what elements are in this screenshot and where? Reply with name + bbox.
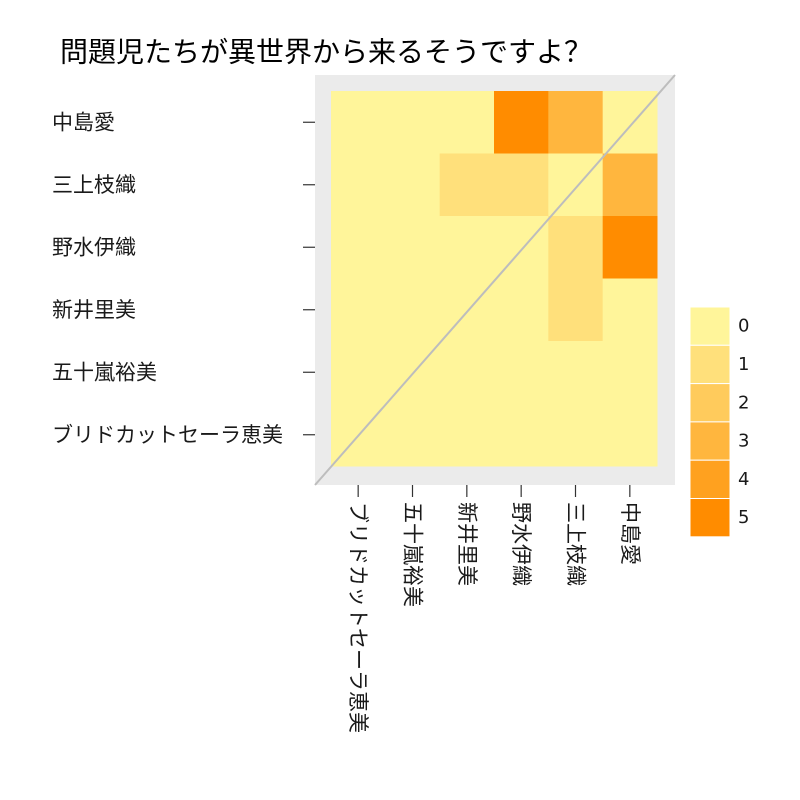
heatmap-cell bbox=[331, 153, 386, 217]
heatmap-cell bbox=[439, 216, 495, 279]
y-tick-label: 三上枝織 bbox=[52, 173, 136, 197]
heatmap-cell bbox=[602, 153, 658, 217]
heatmap-cell bbox=[494, 403, 549, 467]
color-legend: 0 1 2 3 4 5 bbox=[689, 306, 749, 538]
heatmap-cell bbox=[439, 153, 495, 217]
x-tick-label: 中島愛 bbox=[618, 502, 642, 565]
heatmap-cell bbox=[494, 153, 549, 217]
legend-key bbox=[689, 383, 731, 423]
heatmap-cell bbox=[602, 216, 658, 279]
heatmap-cell bbox=[602, 403, 658, 467]
heatmap-cell bbox=[439, 278, 495, 342]
heatmap-cell bbox=[385, 91, 441, 154]
legend-label: 0 bbox=[738, 316, 749, 337]
legend-label: 5 bbox=[738, 507, 749, 528]
x-axis: ブリドカットセーラ恵美 五十嵐裕美 新井里美 野水伊織 三上枝織 中島愛 bbox=[346, 485, 642, 733]
y-tick-label: 新井里美 bbox=[52, 298, 136, 322]
legend-label: 4 bbox=[738, 469, 749, 490]
x-tick-label: 野水伊織 bbox=[509, 502, 533, 586]
heatmap-cell bbox=[548, 153, 604, 217]
legend-label: 2 bbox=[738, 392, 749, 413]
heatmap-cell bbox=[548, 403, 604, 467]
heatmap-cell bbox=[385, 153, 441, 217]
heatmap-cell bbox=[385, 403, 441, 467]
heatmap-cell bbox=[548, 216, 604, 279]
legend-key bbox=[689, 459, 731, 500]
chart-title: 問題児たちが異世界から来るそうですよ？ bbox=[60, 36, 592, 69]
y-tick-label: 中島愛 bbox=[52, 110, 115, 134]
x-tick-label: ブリドカットセーラ恵美 bbox=[346, 502, 370, 733]
heatmap-cell bbox=[548, 91, 604, 154]
heatmap-cell bbox=[439, 91, 495, 154]
legend-key bbox=[689, 344, 731, 385]
heatmap-cell bbox=[494, 91, 549, 154]
legend-label: 3 bbox=[738, 431, 749, 452]
heatmap-cell bbox=[439, 341, 495, 404]
x-tick-label: 三上枝織 bbox=[564, 502, 588, 586]
heatmap-cell bbox=[548, 341, 604, 404]
heatmap-cell bbox=[331, 341, 386, 404]
heatmap-cell bbox=[331, 278, 386, 342]
heatmap-cell bbox=[548, 278, 604, 342]
heatmap-cell bbox=[602, 91, 658, 154]
heatmap-cell bbox=[494, 278, 549, 342]
heatmap-cell bbox=[331, 91, 386, 154]
y-tick-label: 五十嵐裕美 bbox=[52, 360, 157, 384]
legend-label: 1 bbox=[738, 354, 749, 375]
legend-key bbox=[689, 306, 731, 346]
heatmap-cell bbox=[494, 216, 549, 279]
x-tick-label: 新井里美 bbox=[455, 502, 479, 586]
legend-key bbox=[689, 421, 731, 461]
heatmap-cell bbox=[439, 403, 495, 467]
heatmap-cell bbox=[602, 341, 658, 404]
x-tick-label: 五十嵐裕美 bbox=[401, 502, 425, 607]
diagonal-reference-line bbox=[314, 74, 676, 486]
heatmap-cell bbox=[385, 278, 441, 342]
y-tick-label: 野水伊織 bbox=[52, 235, 136, 259]
heatmap-cell bbox=[494, 341, 549, 404]
heatmap-cell bbox=[331, 216, 386, 279]
heatmap-cell bbox=[602, 278, 658, 342]
y-tick-label: ブリドカットセーラ恵美 bbox=[52, 423, 283, 447]
heatmap-cell bbox=[385, 216, 441, 279]
legend-key bbox=[689, 498, 731, 538]
heatmap-cells bbox=[331, 91, 658, 467]
